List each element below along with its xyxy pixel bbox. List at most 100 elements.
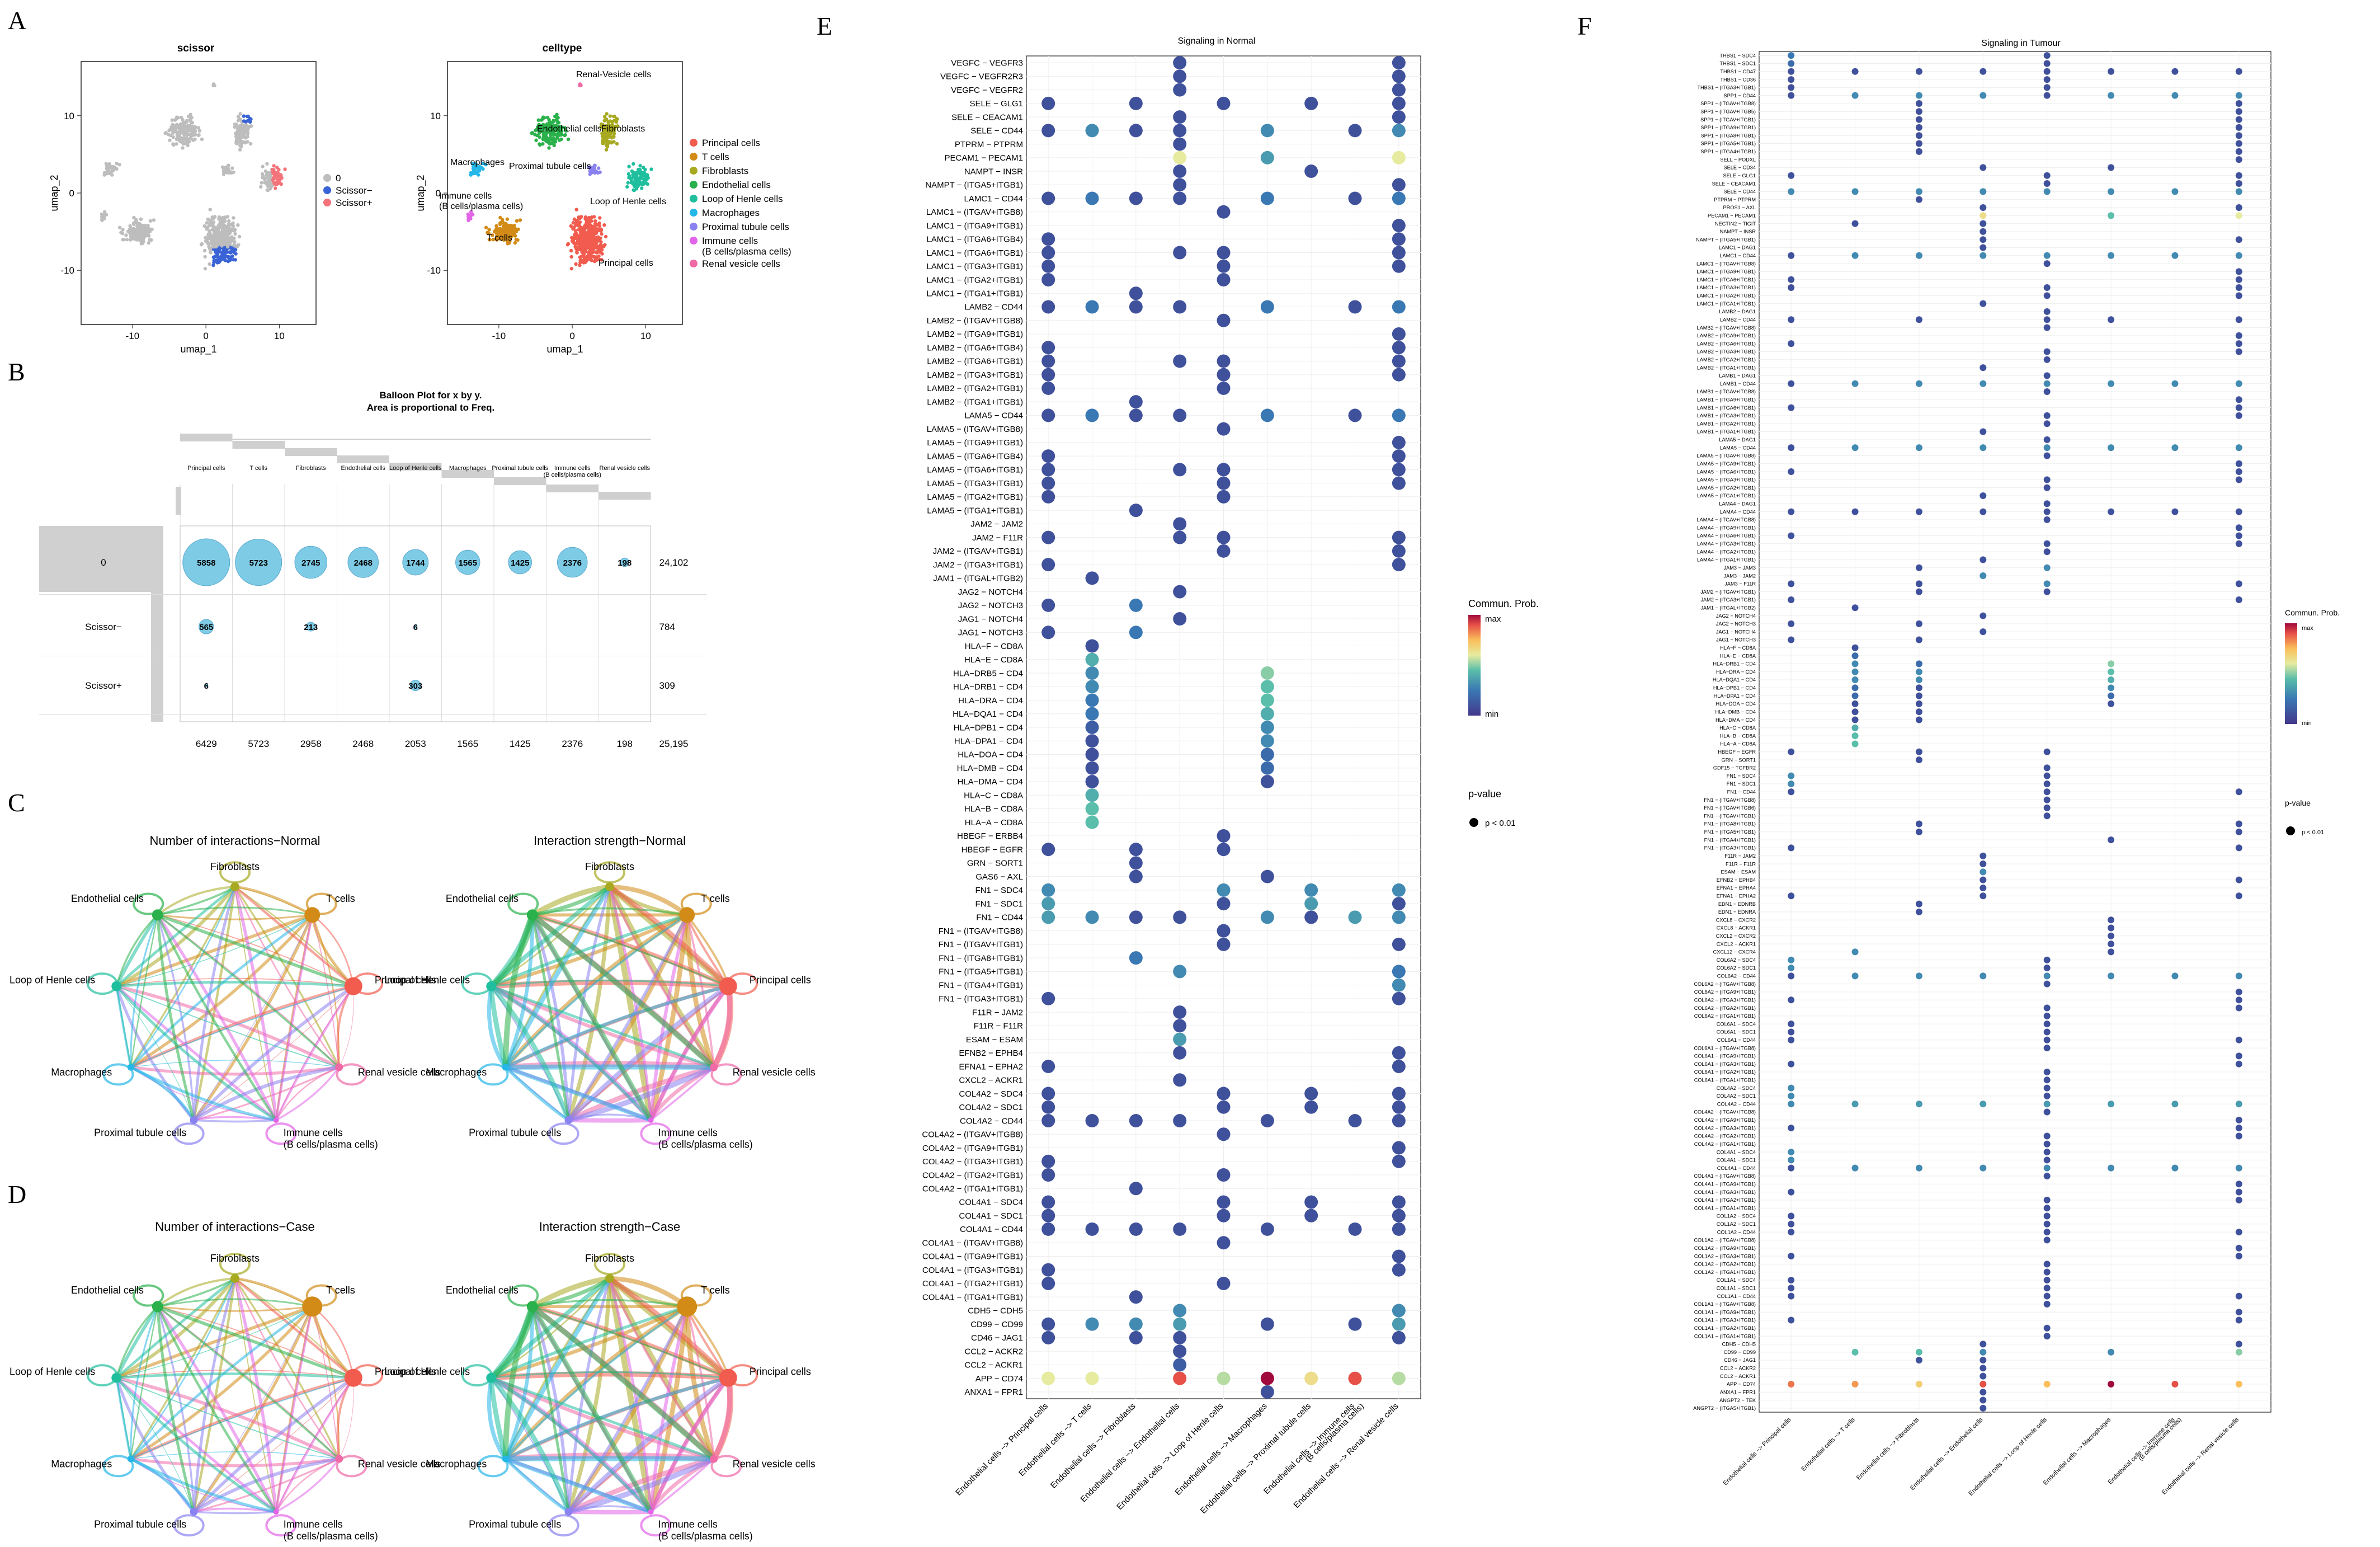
cell-node bbox=[605, 1274, 614, 1283]
lr-dot bbox=[1041, 1222, 1055, 1236]
cluster-label: Fibroblasts bbox=[601, 124, 645, 134]
umap-point bbox=[597, 248, 600, 251]
lr-dot bbox=[1788, 188, 1794, 195]
umap-point bbox=[605, 112, 608, 115]
lr-dot bbox=[1916, 589, 1922, 595]
umap-point bbox=[140, 224, 143, 227]
lr-dot bbox=[2044, 84, 2051, 91]
lr-dot bbox=[1916, 636, 1922, 643]
lr-dot bbox=[1261, 124, 1274, 137]
lr-dot bbox=[2044, 981, 2051, 988]
lr-dot bbox=[1916, 148, 1922, 155]
lr-dot bbox=[1041, 531, 1055, 544]
lr-dot bbox=[2044, 172, 2051, 179]
lr-dot bbox=[1041, 382, 1055, 395]
lr-dot bbox=[1980, 868, 1986, 875]
legend-title: Commun. Prob. bbox=[1468, 598, 1539, 609]
umap-point bbox=[596, 227, 599, 231]
pathway-label: LAMC1 − (ITGA3+ITGB1) bbox=[926, 262, 1023, 271]
pathway-label: ANXA1 − FPR1 bbox=[964, 1388, 1023, 1397]
node-label: T cells bbox=[326, 893, 355, 904]
lr-dot bbox=[2108, 693, 2114, 699]
lr-dot bbox=[1392, 1372, 1406, 1385]
cell-node bbox=[648, 1509, 654, 1515]
lr-dot bbox=[2044, 420, 2051, 427]
lr-dot bbox=[1788, 1149, 1794, 1155]
pathway-label: JAG1 − NOTCH3 bbox=[1716, 637, 1756, 643]
umap-point bbox=[602, 223, 606, 227]
lr-dot bbox=[2044, 1037, 2051, 1043]
pathway-label: FN1 − SDC1 bbox=[975, 899, 1023, 909]
pathway-label: CCL2 − ACKR2 bbox=[964, 1347, 1023, 1356]
pathway-label: EFNA1 − EPHA2 bbox=[1717, 893, 1756, 899]
umap-point bbox=[593, 219, 597, 223]
pathway-label: FN1 − (ITGAV+ITGB8) bbox=[939, 927, 1023, 936]
lr-dot bbox=[2044, 805, 2051, 811]
umap-point bbox=[224, 231, 227, 234]
lr-dot bbox=[1916, 669, 1922, 675]
umap-point bbox=[219, 238, 223, 241]
lr-dot bbox=[1173, 1331, 1186, 1344]
lr-dot bbox=[1788, 1093, 1794, 1099]
cell-node bbox=[302, 1296, 322, 1316]
balloon-value: 2745 bbox=[301, 558, 320, 568]
column-total: 1565 bbox=[457, 739, 478, 749]
umap-point bbox=[598, 216, 601, 219]
legend-label: Proximal tubule cells bbox=[702, 222, 789, 232]
umap-point bbox=[555, 120, 559, 123]
umap-point bbox=[227, 224, 230, 227]
node-label: Fibroblasts bbox=[585, 1253, 634, 1264]
umap-point bbox=[186, 133, 190, 136]
panel-b: B Balloon Plot for x by y. Area is propo… bbox=[0, 358, 817, 761]
lr-dot bbox=[1980, 1357, 1986, 1363]
lr-dot bbox=[1392, 897, 1406, 910]
umap-point bbox=[238, 112, 242, 115]
lr-dot bbox=[1852, 972, 1859, 979]
lr-dot bbox=[2236, 1245, 2242, 1252]
pathway-label: COL4A2 − CD44 bbox=[1717, 1101, 1756, 1107]
lr-dot bbox=[1129, 192, 1143, 205]
node-label: Loop of Henle cells bbox=[384, 974, 470, 985]
y-axis-label: umap_2 bbox=[415, 175, 427, 211]
balloon-value: 5723 bbox=[249, 558, 268, 568]
lr-dot bbox=[1129, 870, 1143, 883]
lr-dot bbox=[1086, 747, 1099, 761]
lr-dot bbox=[1041, 408, 1055, 422]
lr-dot bbox=[2236, 132, 2242, 139]
lr-dot bbox=[1392, 1141, 1406, 1155]
umap-point bbox=[597, 255, 600, 258]
pathway-label: LAMA5 − CD44 bbox=[1720, 445, 1756, 450]
column-header: (B cells/plasma cells) bbox=[544, 472, 601, 478]
lr-dot bbox=[1788, 68, 1794, 75]
lr-dot bbox=[1086, 721, 1099, 734]
umap-point bbox=[630, 170, 634, 173]
lr-dot bbox=[1788, 844, 1794, 851]
lr-dot bbox=[2044, 788, 2051, 795]
pathway-label: JAM2 − (ITGAV+ITGB1) bbox=[933, 547, 1023, 556]
lr-dot bbox=[1129, 1331, 1143, 1344]
umap-point bbox=[591, 241, 595, 244]
node-label: Endothelial cells bbox=[71, 1285, 144, 1296]
legend-title: Commun. Prob. bbox=[2285, 608, 2340, 617]
pathway-label: NAMPT − INSR bbox=[964, 167, 1023, 176]
pathway-label: LAMC1 − (ITGA9+ITGB1) bbox=[926, 221, 1023, 231]
lr-dot bbox=[1916, 316, 1922, 323]
lr-dot bbox=[1086, 408, 1099, 422]
pathway-label: COL4A1 − SDC4 bbox=[1717, 1149, 1756, 1155]
pathway-label: PECAM1 − PECAM1 bbox=[945, 153, 1023, 163]
net-title-strength-case: Interaction strength−Case bbox=[539, 1220, 681, 1234]
pathway-label: HBEGF − EGFR bbox=[1718, 749, 1756, 755]
pathway-label: CXCL2 − CXCR2 bbox=[1716, 933, 1756, 939]
lr-dot bbox=[2236, 92, 2242, 99]
pathway-label: LAMC1 − (ITGAV+ITGB8) bbox=[926, 208, 1023, 217]
lr-dot bbox=[2044, 180, 2051, 187]
lr-dot bbox=[2044, 444, 2051, 451]
lr-dot bbox=[1392, 544, 1406, 558]
umap-point bbox=[176, 133, 179, 136]
lr-dot bbox=[1980, 252, 1986, 259]
lr-dot bbox=[1788, 76, 1794, 83]
lr-dot bbox=[1173, 69, 1186, 83]
lr-dot bbox=[1788, 596, 1794, 603]
lr-dot bbox=[1217, 490, 1231, 504]
lr-dot bbox=[1129, 300, 1143, 313]
